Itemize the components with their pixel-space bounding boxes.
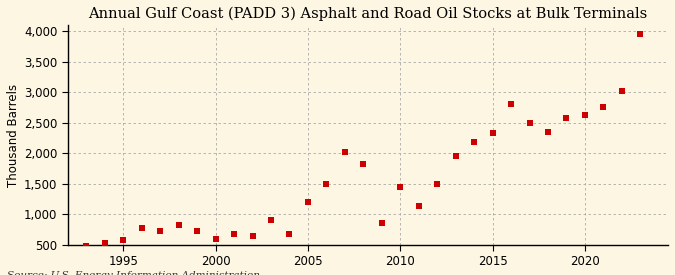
Title: Annual Gulf Coast (PADD 3) Asphalt and Road Oil Stocks at Bulk Terminals: Annual Gulf Coast (PADD 3) Asphalt and R… bbox=[88, 7, 647, 21]
Point bbox=[99, 241, 110, 245]
Y-axis label: Thousand Barrels: Thousand Barrels bbox=[7, 83, 20, 186]
Point bbox=[136, 226, 147, 230]
Text: Source: U.S. Energy Information Administration: Source: U.S. Energy Information Administ… bbox=[7, 271, 260, 275]
Point bbox=[598, 105, 609, 109]
Point bbox=[284, 232, 295, 236]
Point bbox=[506, 102, 516, 107]
Point bbox=[81, 244, 92, 248]
Point bbox=[561, 116, 572, 120]
Point bbox=[358, 162, 369, 166]
Point bbox=[580, 113, 591, 118]
Point bbox=[247, 234, 258, 238]
Point bbox=[118, 238, 129, 242]
Point bbox=[192, 229, 202, 233]
Point bbox=[635, 32, 646, 37]
Point bbox=[395, 185, 406, 189]
Point bbox=[450, 153, 461, 158]
Point bbox=[210, 236, 221, 241]
Point bbox=[155, 229, 165, 233]
Point bbox=[229, 232, 240, 236]
Point bbox=[524, 121, 535, 126]
Point bbox=[377, 221, 387, 226]
Point bbox=[340, 150, 350, 154]
Point bbox=[468, 140, 479, 144]
Point bbox=[413, 204, 424, 208]
Point bbox=[173, 223, 184, 227]
Point bbox=[616, 89, 627, 93]
Point bbox=[321, 182, 332, 186]
Point bbox=[432, 182, 443, 186]
Point bbox=[543, 130, 554, 134]
Point bbox=[487, 130, 498, 135]
Point bbox=[266, 218, 277, 222]
Point bbox=[302, 200, 313, 204]
